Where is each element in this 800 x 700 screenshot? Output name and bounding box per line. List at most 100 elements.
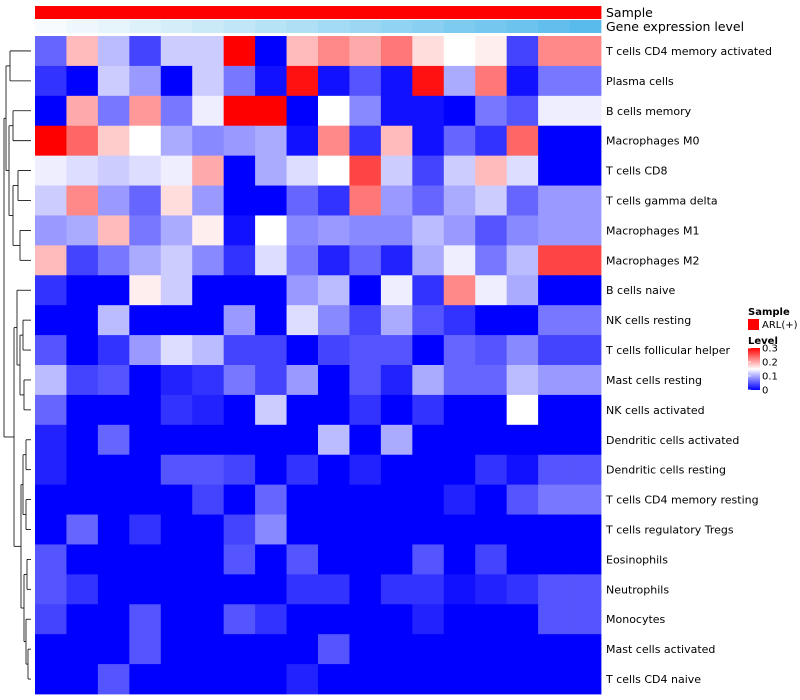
heatmap-cell [318,95,350,127]
annotation-cell-1-14 [475,20,508,33]
heatmap-cell [35,215,67,246]
heatmap-cell [318,604,350,635]
heatmap-cell [255,95,287,127]
heatmap-cell [97,514,130,545]
heatmap-cell [506,65,539,97]
heatmap-cell [66,514,99,545]
heatmap-cell [35,664,67,695]
heatmap-cell [255,125,287,157]
annotation-cell-1-17 [569,20,602,33]
heatmap-cell [129,335,162,366]
row-label: Dendritic cells resting [606,464,726,477]
heatmap-cell [286,424,319,456]
legend-tick-label: 0.1 [762,372,778,383]
heatmap-cell [349,365,382,396]
heatmap-cell [412,664,445,695]
heatmap-cell [443,125,476,157]
heatmap-cell [66,125,99,157]
annotation-cell-0-6 [223,6,256,19]
heatmap-cell [192,424,225,456]
heatmap-cell [35,574,67,605]
heatmap-cell [192,454,225,486]
annotation-cell-1-10 [349,20,382,33]
heatmap-cell [97,544,130,575]
heatmap-cell [223,544,256,575]
heatmap-cell [538,664,570,695]
heatmap-cell [443,245,476,276]
heatmap-cell [380,574,413,605]
heatmap-cell [412,245,445,276]
heatmap-cell [129,215,162,246]
heatmap-cell [475,275,508,306]
heatmap-cell [380,36,413,67]
heatmap-cell [569,454,602,486]
heatmap-cell [129,454,162,486]
heatmap-cell [443,394,476,426]
heatmap-cell [66,424,99,456]
heatmap-cell [255,484,287,515]
legend-tick-label: 0.3 [762,344,778,355]
heatmap-cell [129,544,162,575]
heatmap-cell [97,335,130,366]
heatmap-cell [538,125,570,157]
heatmap-cell [286,604,319,635]
annotation-cell-0-17 [569,6,602,19]
annotation-cell-0-7 [255,6,287,19]
heatmap-cell [380,394,413,426]
heatmap-cell [192,65,225,97]
heatmap-cell [412,215,445,246]
heatmap-cell [538,155,570,186]
heatmap-cell [475,365,508,396]
heatmap-cell [223,574,256,605]
heatmap-cell [569,394,602,426]
heatmap-cell [129,574,162,605]
heatmap-cell [380,215,413,246]
heatmap-cell [349,544,382,575]
heatmap-cell [255,275,287,306]
heatmap-cell [255,394,287,426]
heatmap-cell [160,484,193,515]
heatmap-cell [97,574,130,605]
heatmap-cell [35,275,67,306]
annotation-cell-0-5 [192,6,225,19]
heatmap-cell [443,664,476,695]
heatmap-cell [223,36,256,67]
heatmap-cell [97,155,130,186]
heatmap-cell [66,365,99,396]
heatmap-cell [349,185,382,216]
heatmap-cell [192,245,225,276]
heatmap-cell [66,335,99,366]
heatmap-cell [35,125,67,157]
row-label: Eosinophils [606,553,668,566]
heatmap-cell [412,634,445,665]
heatmap-cell [286,394,319,426]
heatmap-cell [318,65,350,97]
heatmap-cell [255,604,287,635]
heatmap-cell [443,604,476,635]
heatmap-cell [35,484,67,515]
row-label: T cells gamma delta [605,195,718,208]
heatmap-cell [349,514,382,545]
heatmap-cell [97,305,130,336]
heatmap-cell [255,454,287,486]
heatmap-cell [286,634,319,665]
heatmap-cell [286,65,319,97]
heatmap-cell [412,305,445,336]
heatmap-cell [349,634,382,665]
heatmap-cell [380,544,413,575]
heatmap-cell [223,365,256,396]
heatmap-cell [412,394,445,426]
heatmap-cell [129,65,162,97]
heatmap-cell [286,36,319,67]
heatmap-cell [97,125,130,157]
heatmap-cell [569,335,602,366]
row-label: T cells follicular helper [605,344,731,357]
heatmap-cell [192,185,225,216]
heatmap-cell [97,36,130,67]
annotation-cell-0-2 [97,6,130,19]
heatmap-cell [318,424,350,456]
heatmap-cell [192,574,225,605]
heatmap-cell [192,155,225,186]
heatmap-cell [129,394,162,426]
